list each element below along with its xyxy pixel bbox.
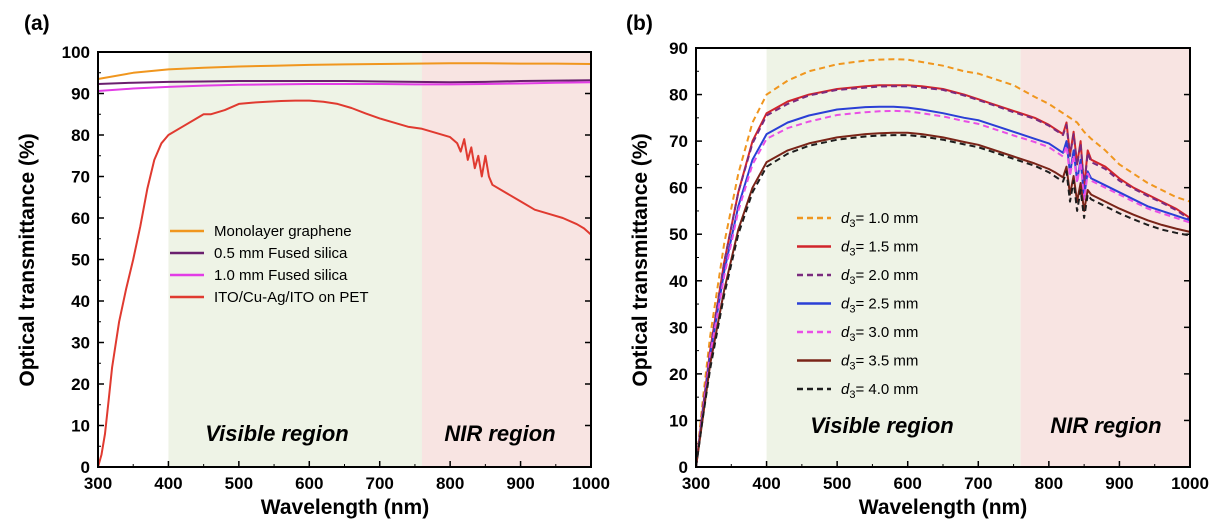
y-tick-label: 0 xyxy=(679,458,688,477)
x-tick-label: 800 xyxy=(1035,474,1063,493)
region-labels: Visible region NIR region xyxy=(810,413,1161,438)
plot-frame xyxy=(97,51,592,468)
y-tick-label: 10 xyxy=(71,417,90,436)
legend-entry-0: d3= 1.0 mm xyxy=(841,210,918,230)
y-tick-label: 20 xyxy=(669,365,688,384)
region-band-0 xyxy=(168,52,422,467)
legend-entry-0: Monolayer graphene xyxy=(214,223,352,240)
region-band-0 xyxy=(766,48,1021,467)
y-axis-label: Optical transmittance (%) xyxy=(629,133,652,386)
x-axis-label: Wavelength (nm) xyxy=(261,496,429,519)
tick-labels: 300 400 500 600 700 800 900 1000 0 10 20 30 40 50 60 70… xyxy=(669,39,1209,493)
series-lines xyxy=(97,62,592,468)
region-labels: Visible region NIR region xyxy=(205,421,555,446)
x-axis-label: Wavelength (nm) xyxy=(859,496,1027,519)
series-lines xyxy=(695,58,1191,468)
y-tick-label: 80 xyxy=(71,126,90,145)
legend-entry-1: 0.5 mm Fused silica xyxy=(214,245,348,262)
x-tick-label: 800 xyxy=(436,474,464,493)
region-band-1 xyxy=(1020,48,1190,467)
legend: Monolayer graphene 0.5 mm Fused silica 1.0… xyxy=(170,223,369,306)
x-tick-label: 300 xyxy=(84,474,112,493)
x-tick-label: 700 xyxy=(366,474,394,493)
series-line-1 xyxy=(97,79,592,85)
y-tick-label: 30 xyxy=(669,318,688,337)
region-backgrounds xyxy=(168,52,591,467)
series-line-0 xyxy=(97,62,592,80)
series-line-5 xyxy=(695,131,1191,468)
region-backgrounds xyxy=(766,48,1190,467)
y-tick-label: 90 xyxy=(71,85,90,104)
x-tick-label: 500 xyxy=(225,474,253,493)
legend-entry-4: d3= 3.0 mm xyxy=(841,324,918,344)
series-line-6 xyxy=(695,134,1191,468)
y-tick-label: 80 xyxy=(669,86,688,105)
x-tick-label: 900 xyxy=(506,474,534,493)
y-tick-label: 20 xyxy=(71,375,90,394)
legend-entry-2: 1.0 mm Fused silica xyxy=(214,267,348,284)
x-tick-label: 600 xyxy=(295,474,323,493)
x-tick-label: 900 xyxy=(1105,474,1133,493)
legend-entry-3: d3= 2.5 mm xyxy=(841,296,918,316)
y-tick-label: 50 xyxy=(669,225,688,244)
legend-entry-5: d3= 3.5 mm xyxy=(841,353,918,373)
x-tick-label: 400 xyxy=(154,474,182,493)
series-line-2 xyxy=(97,81,592,92)
y-tick-label: 60 xyxy=(669,179,688,198)
x-tick-label: 500 xyxy=(823,474,851,493)
x-tick-label: 600 xyxy=(894,474,922,493)
x-tick-label: 400 xyxy=(752,474,780,493)
region-label-nir: NIR region xyxy=(1050,413,1161,438)
region-label-visible: Visible region xyxy=(205,421,348,446)
legend: d3= 1.0 mm d3= 1.5 mm d3= 2.0 mm d3= 2.5 mm… xyxy=(797,210,918,401)
x-tick-label: 300 xyxy=(682,474,710,493)
legend-entry-2: d3= 2.0 mm xyxy=(841,267,918,287)
y-tick-label: 70 xyxy=(669,132,688,151)
region-label-nir: NIR region xyxy=(444,421,555,446)
panel-b: 300 400 500 600 700 800 900 1000 0 10 20 30 40 50 60 70… xyxy=(626,12,1209,519)
region-band-1 xyxy=(421,52,591,467)
x-tick-label: 1000 xyxy=(1171,474,1209,493)
x-tick-label: 1000 xyxy=(572,474,610,493)
series-line-4 xyxy=(695,109,1191,468)
y-tick-label: 10 xyxy=(669,411,688,430)
legend-entry-1: d3= 1.5 mm xyxy=(841,239,918,259)
panel-label: (b) xyxy=(626,12,653,35)
legend-entry-6: d3= 4.0 mm xyxy=(841,381,918,401)
y-tick-label: 50 xyxy=(71,251,90,270)
y-tick-label: 40 xyxy=(669,272,688,291)
y-tick-label: 30 xyxy=(71,334,90,353)
legend-entry-3: ITO/Cu-Ag/ITO on PET xyxy=(214,289,369,306)
y-tick-label: 40 xyxy=(71,292,90,311)
y-tick-label: 70 xyxy=(71,168,90,187)
series-line-1 xyxy=(695,84,1191,468)
panel-label: (a) xyxy=(24,12,50,35)
region-label-visible: Visible region xyxy=(810,413,953,438)
y-tick-label: 60 xyxy=(71,209,90,228)
plot-frame xyxy=(695,47,1191,468)
panel-a: 300 400 500 600 700 800 900 1000 0 10 20 30 40 50 60 70… xyxy=(16,12,610,519)
y-tick-label: 90 xyxy=(669,39,688,58)
y-axis-label: Optical transmittance (%) xyxy=(16,133,39,386)
y-tick-label: 100 xyxy=(62,43,90,62)
series-line-3 xyxy=(97,99,592,468)
series-line-0 xyxy=(695,58,1191,468)
tick-labels: 300 400 500 600 700 800 900 1000 0 10 20 30 40 50 60 70… xyxy=(62,43,610,493)
x-tick-label: 700 xyxy=(964,474,992,493)
y-tick-label: 0 xyxy=(81,458,90,477)
series-line-3 xyxy=(695,105,1191,468)
